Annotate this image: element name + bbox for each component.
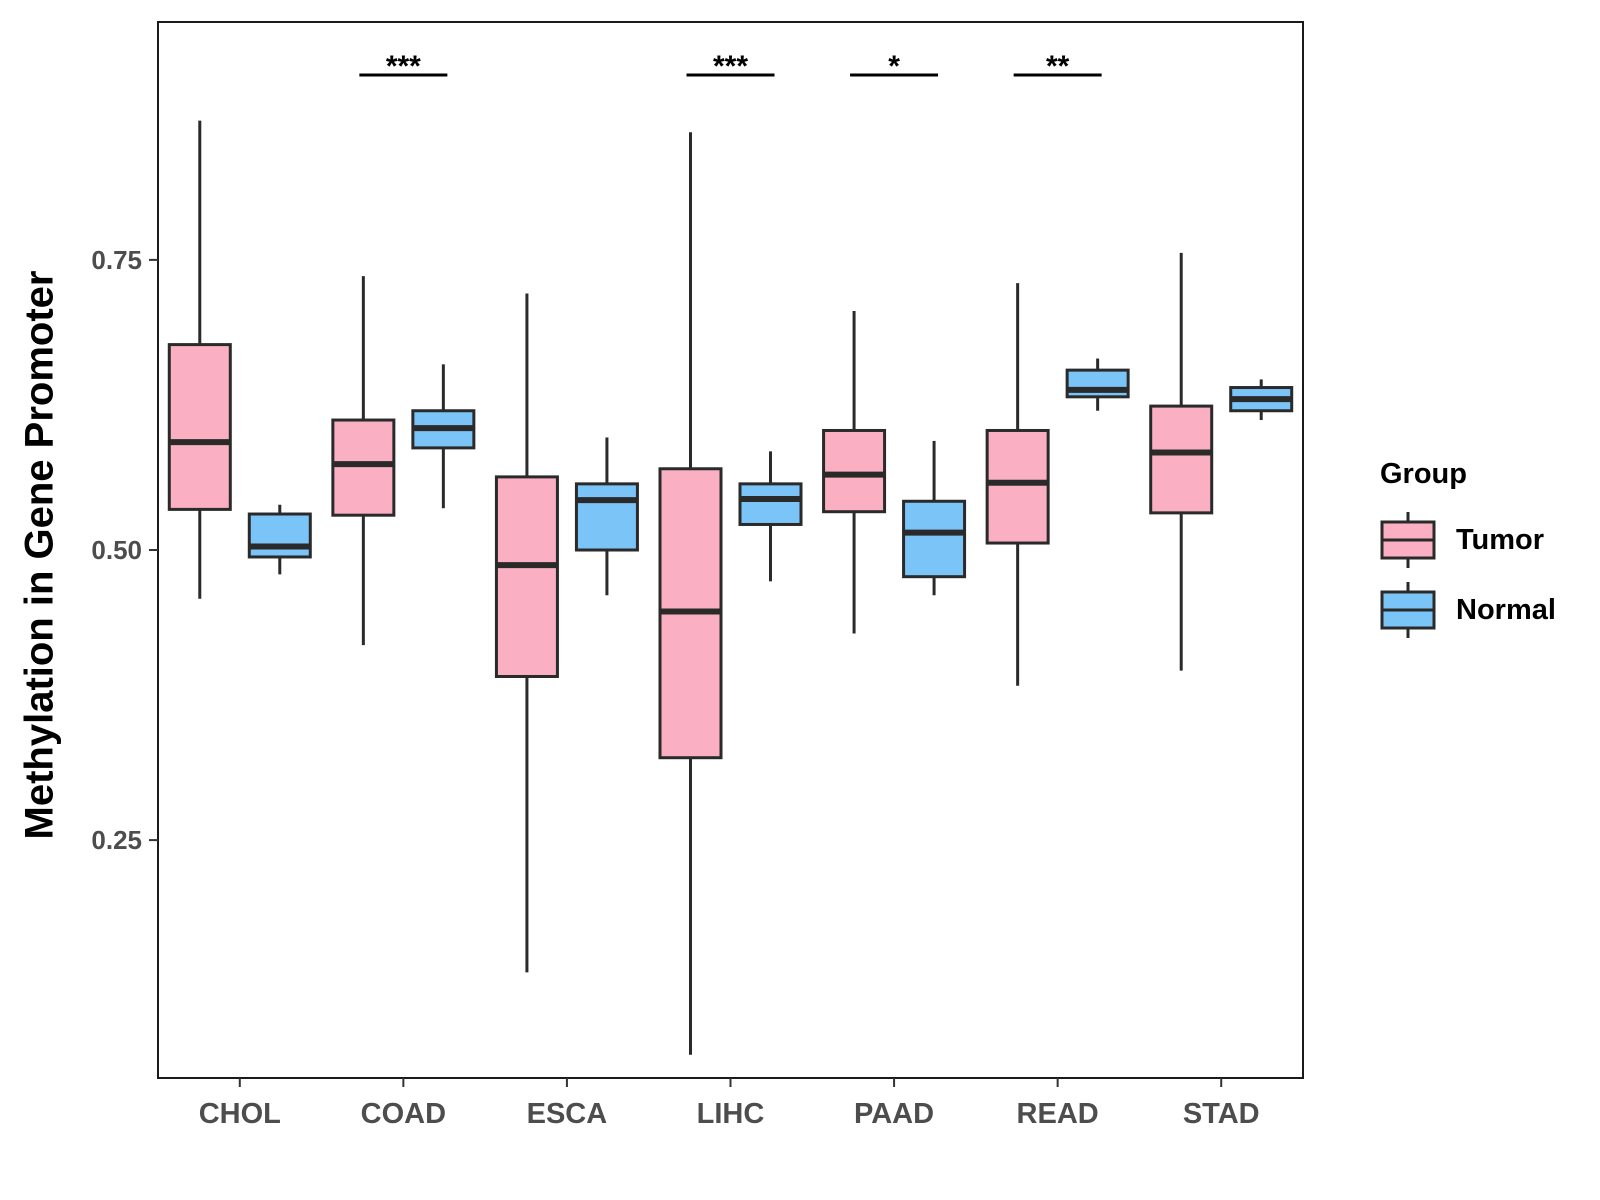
significance-label: *** (713, 50, 748, 83)
box-normal-esca (574, 437, 639, 596)
legend-key-normal (1380, 582, 1436, 638)
box-tumor-chol (167, 120, 232, 599)
box-normal-paad (902, 440, 967, 596)
box-iqr (738, 482, 803, 526)
x-axis: CHOL COAD ESCA LIHC PAAD READ STAD (199, 1078, 1260, 1130)
box-tumor-lihc (658, 132, 723, 1055)
box-normal-chol (247, 504, 312, 575)
y-axis: 0.25 0.50 0.75 (91, 245, 158, 855)
significance-read: ** (1013, 50, 1102, 83)
y-tick-label: 0.75 (91, 245, 142, 275)
box-tumor-coad (331, 276, 396, 646)
box-iqr (167, 343, 232, 511)
legend-item-tumor: Tumor (1380, 505, 1556, 575)
boxes (167, 120, 1294, 1055)
box-iqr (985, 428, 1050, 545)
legend-title: Group (1380, 458, 1467, 490)
x-tick-label: ESCA (527, 1098, 608, 1130)
x-tick-label: CHOL (199, 1098, 281, 1130)
box-normal-stad (1229, 379, 1294, 421)
box-iqr (822, 428, 887, 514)
significance-label: * (888, 50, 900, 83)
legend-key-tumor (1380, 512, 1436, 568)
box-tumor-stad (1149, 252, 1214, 671)
box-normal-read (1065, 358, 1130, 411)
box-iqr (1149, 404, 1214, 515)
significance-lihc: *** (686, 50, 775, 83)
legend: Group Tumor Normal (1380, 458, 1556, 645)
significance-label: *** (386, 50, 421, 83)
x-tick-label: COAD (361, 1098, 446, 1130)
significance-label: ** (1046, 50, 1070, 83)
box-iqr (902, 499, 967, 579)
box-normal-lihc (738, 451, 803, 582)
plot-panel (157, 21, 1304, 1079)
x-tick-label: READ (1017, 1098, 1099, 1130)
box-iqr (247, 512, 312, 559)
y-axis-label: Methylation in Gene Promoter (17, 270, 62, 840)
significance-paad: * (850, 50, 939, 83)
x-tick-label: STAD (1183, 1098, 1260, 1130)
legend-label-normal: Normal (1456, 593, 1556, 626)
x-tick-label: LIHC (697, 1098, 765, 1130)
y-tick-label: 0.25 (91, 825, 142, 855)
legend-label-tumor: Tumor (1456, 523, 1545, 556)
box-iqr (494, 475, 559, 678)
box-iqr (574, 482, 639, 552)
significance-coad: *** (359, 50, 448, 83)
box-tumor-read (985, 283, 1050, 686)
box-iqr (331, 418, 396, 517)
box-normal-coad (411, 364, 476, 509)
y-tick-label: 0.50 (91, 535, 142, 565)
box-tumor-esca (494, 293, 559, 973)
significance-annotations: *** *** * ** (359, 50, 1102, 83)
legend-item-normal: Normal (1380, 575, 1556, 645)
x-tick-label: PAAD (854, 1098, 934, 1130)
box-tumor-paad (822, 310, 887, 634)
